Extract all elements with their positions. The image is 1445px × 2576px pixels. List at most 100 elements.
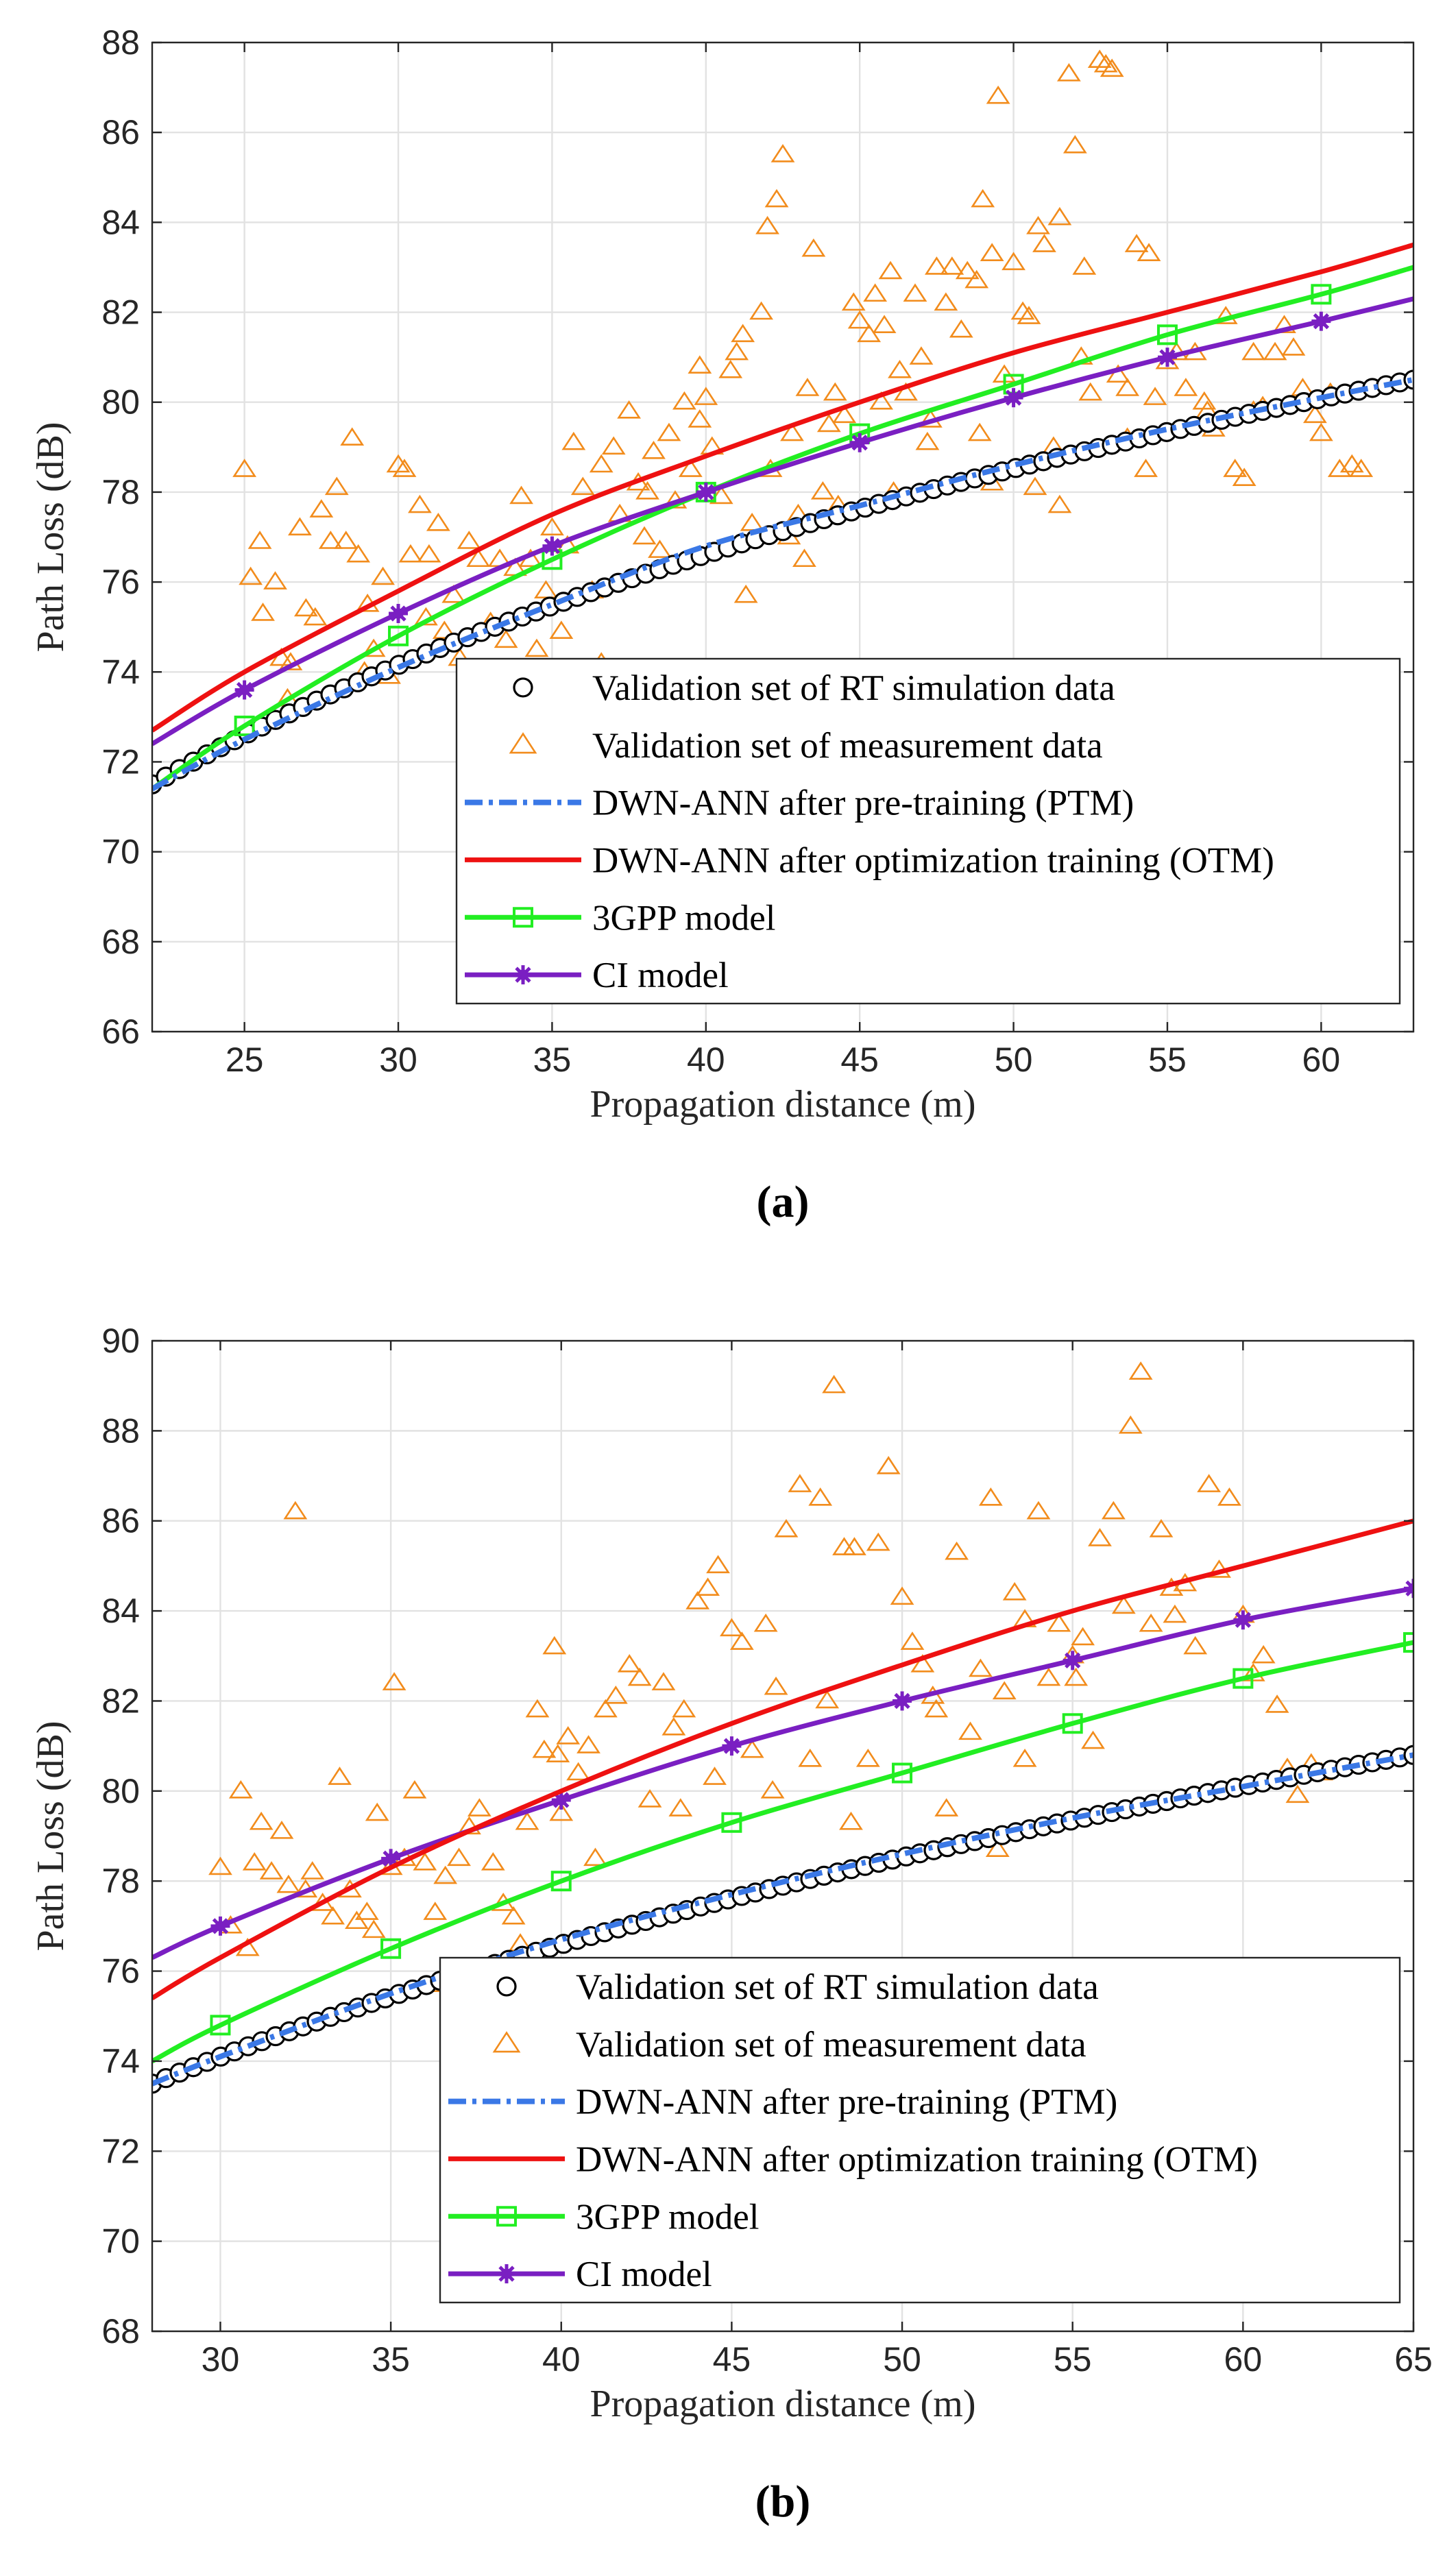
measurement-point <box>259 1861 284 1880</box>
measurement-point <box>627 1667 652 1686</box>
series-line-otm <box>152 1518 1413 2001</box>
measurement-point <box>648 539 672 558</box>
legend-item-ptm: DWN-ANN after pre-training (PTM) <box>465 783 1134 823</box>
series-marker-ci <box>210 1916 230 1936</box>
measurement-point <box>524 638 549 657</box>
measurement-point <box>1032 234 1056 252</box>
y-tick-label: 78 <box>101 473 140 511</box>
asterisk-core <box>1408 1583 1413 1594</box>
series-marker-gpp <box>550 1871 572 1892</box>
x-axis-label: Propagation distance (m) <box>590 1083 976 1126</box>
asterisk-core <box>1237 1614 1249 1625</box>
measurement-point <box>866 1532 890 1551</box>
legend-marker-ci <box>497 2264 516 2284</box>
measurement-point <box>300 1861 325 1880</box>
measurement-point <box>549 620 574 639</box>
rt-point <box>1403 1745 1413 1765</box>
measurement-point <box>964 269 989 289</box>
measurement-point <box>876 1456 901 1474</box>
asterisk-core <box>726 1740 738 1751</box>
tick-marks <box>152 41 1413 1033</box>
measurement-point <box>594 1699 618 1718</box>
series-marker-ci <box>892 1691 912 1711</box>
measurement-point <box>1309 422 1333 441</box>
measurement-point <box>402 1779 427 1799</box>
measurement-point <box>940 256 964 275</box>
x-tick-label: 25 <box>226 1041 264 1079</box>
series-line-ci <box>152 296 1413 746</box>
measurement-point <box>1093 53 1118 73</box>
measurement-point <box>433 1865 458 1884</box>
y-tick-label: 82 <box>101 293 140 332</box>
measurement-point <box>617 400 642 419</box>
measurement-point <box>346 544 371 563</box>
measurement-point <box>798 1748 823 1767</box>
x-tick-label: 65 <box>1394 2340 1433 2379</box>
legend-box <box>455 657 1401 1005</box>
measurement-point <box>801 238 826 257</box>
y-tick-label: 74 <box>101 653 140 691</box>
y-tick-label: 80 <box>101 1772 140 1810</box>
measurement-point <box>1101 1500 1126 1520</box>
measurement-point <box>903 283 927 302</box>
measurement-point <box>661 1716 686 1736</box>
measurement-point <box>1241 341 1266 361</box>
measurement-point <box>703 1766 727 1785</box>
measurement-point <box>276 1874 301 1893</box>
measurement-point <box>386 454 411 473</box>
measurement-point <box>967 422 992 441</box>
measurement-point <box>1281 337 1306 356</box>
measurement-point <box>816 413 841 433</box>
measurement-point <box>788 1474 812 1492</box>
tick-marks <box>152 1339 1415 2333</box>
measurement-point <box>1115 378 1140 396</box>
measurement-point <box>869 391 894 410</box>
measurement-point <box>269 1821 294 1839</box>
legend-item-gpp: 3GPP model <box>465 898 775 938</box>
measurement-point <box>447 1847 471 1867</box>
measurement-point <box>601 436 626 455</box>
measurement-point <box>1100 58 1124 77</box>
series-line-otm <box>152 242 1413 733</box>
x-tick-label: 60 <box>1302 1041 1341 1079</box>
legend-item-measurement: Validation set of measurement data <box>509 726 1103 766</box>
x-tick-label: 30 <box>202 2340 240 2379</box>
measurement-point <box>1183 1636 1208 1655</box>
legend-label: 3GPP model <box>592 898 775 938</box>
legend-marker-rt <box>496 1976 517 1997</box>
legend-label: Validation set of RT simulation data <box>592 668 1115 708</box>
measurement-point <box>1002 1581 1027 1601</box>
x-tick-label: 30 <box>379 1041 417 1079</box>
legend-item-ci: CI model <box>465 956 729 995</box>
measurement-point <box>232 459 257 477</box>
legend-marker-3gpp <box>496 2206 517 2227</box>
series-marker-ci <box>1062 1651 1082 1670</box>
measurement-point <box>992 1681 1017 1700</box>
measurement-point <box>576 1735 600 1753</box>
measurement-point <box>426 512 450 531</box>
series-line-ptm <box>152 1752 1413 2087</box>
asterisk-core <box>393 608 404 619</box>
y-tick-label: 90 <box>101 1322 140 1360</box>
y-tick-label: 86 <box>101 113 140 151</box>
measurement-point <box>985 1838 1010 1857</box>
measurement-point <box>969 1658 993 1677</box>
asterisk-core <box>215 1921 226 1932</box>
x-tick-label: 45 <box>840 1041 879 1079</box>
measurement-point <box>753 1613 778 1632</box>
series-marker-gpp <box>1311 284 1332 305</box>
measurement-point <box>318 531 343 549</box>
measurement-point <box>1023 476 1047 496</box>
measurement-point <box>1026 1500 1051 1520</box>
measurement-point <box>1078 382 1103 401</box>
measurement-point <box>688 409 712 428</box>
measurement-point <box>642 441 666 459</box>
measurement-point <box>239 566 263 585</box>
legend-item-otm: DWN-ANN after optimization training (OTM… <box>448 2139 1258 2179</box>
measurement-point <box>432 620 457 639</box>
measurement-point <box>755 216 779 234</box>
measurement-point <box>678 459 703 477</box>
measurement-point <box>509 485 533 505</box>
asterisk-core <box>239 684 250 696</box>
measurement-point <box>888 359 912 378</box>
